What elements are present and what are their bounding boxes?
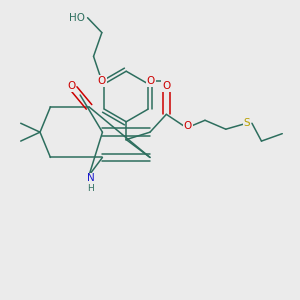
Text: O: O	[67, 81, 75, 91]
Text: O: O	[184, 121, 192, 131]
Text: N: N	[87, 173, 94, 183]
Text: O: O	[147, 76, 155, 86]
Text: O: O	[162, 81, 170, 91]
Text: H: H	[87, 184, 94, 193]
Text: HO: HO	[69, 13, 85, 23]
Text: O: O	[98, 76, 106, 86]
Text: S: S	[243, 118, 250, 128]
